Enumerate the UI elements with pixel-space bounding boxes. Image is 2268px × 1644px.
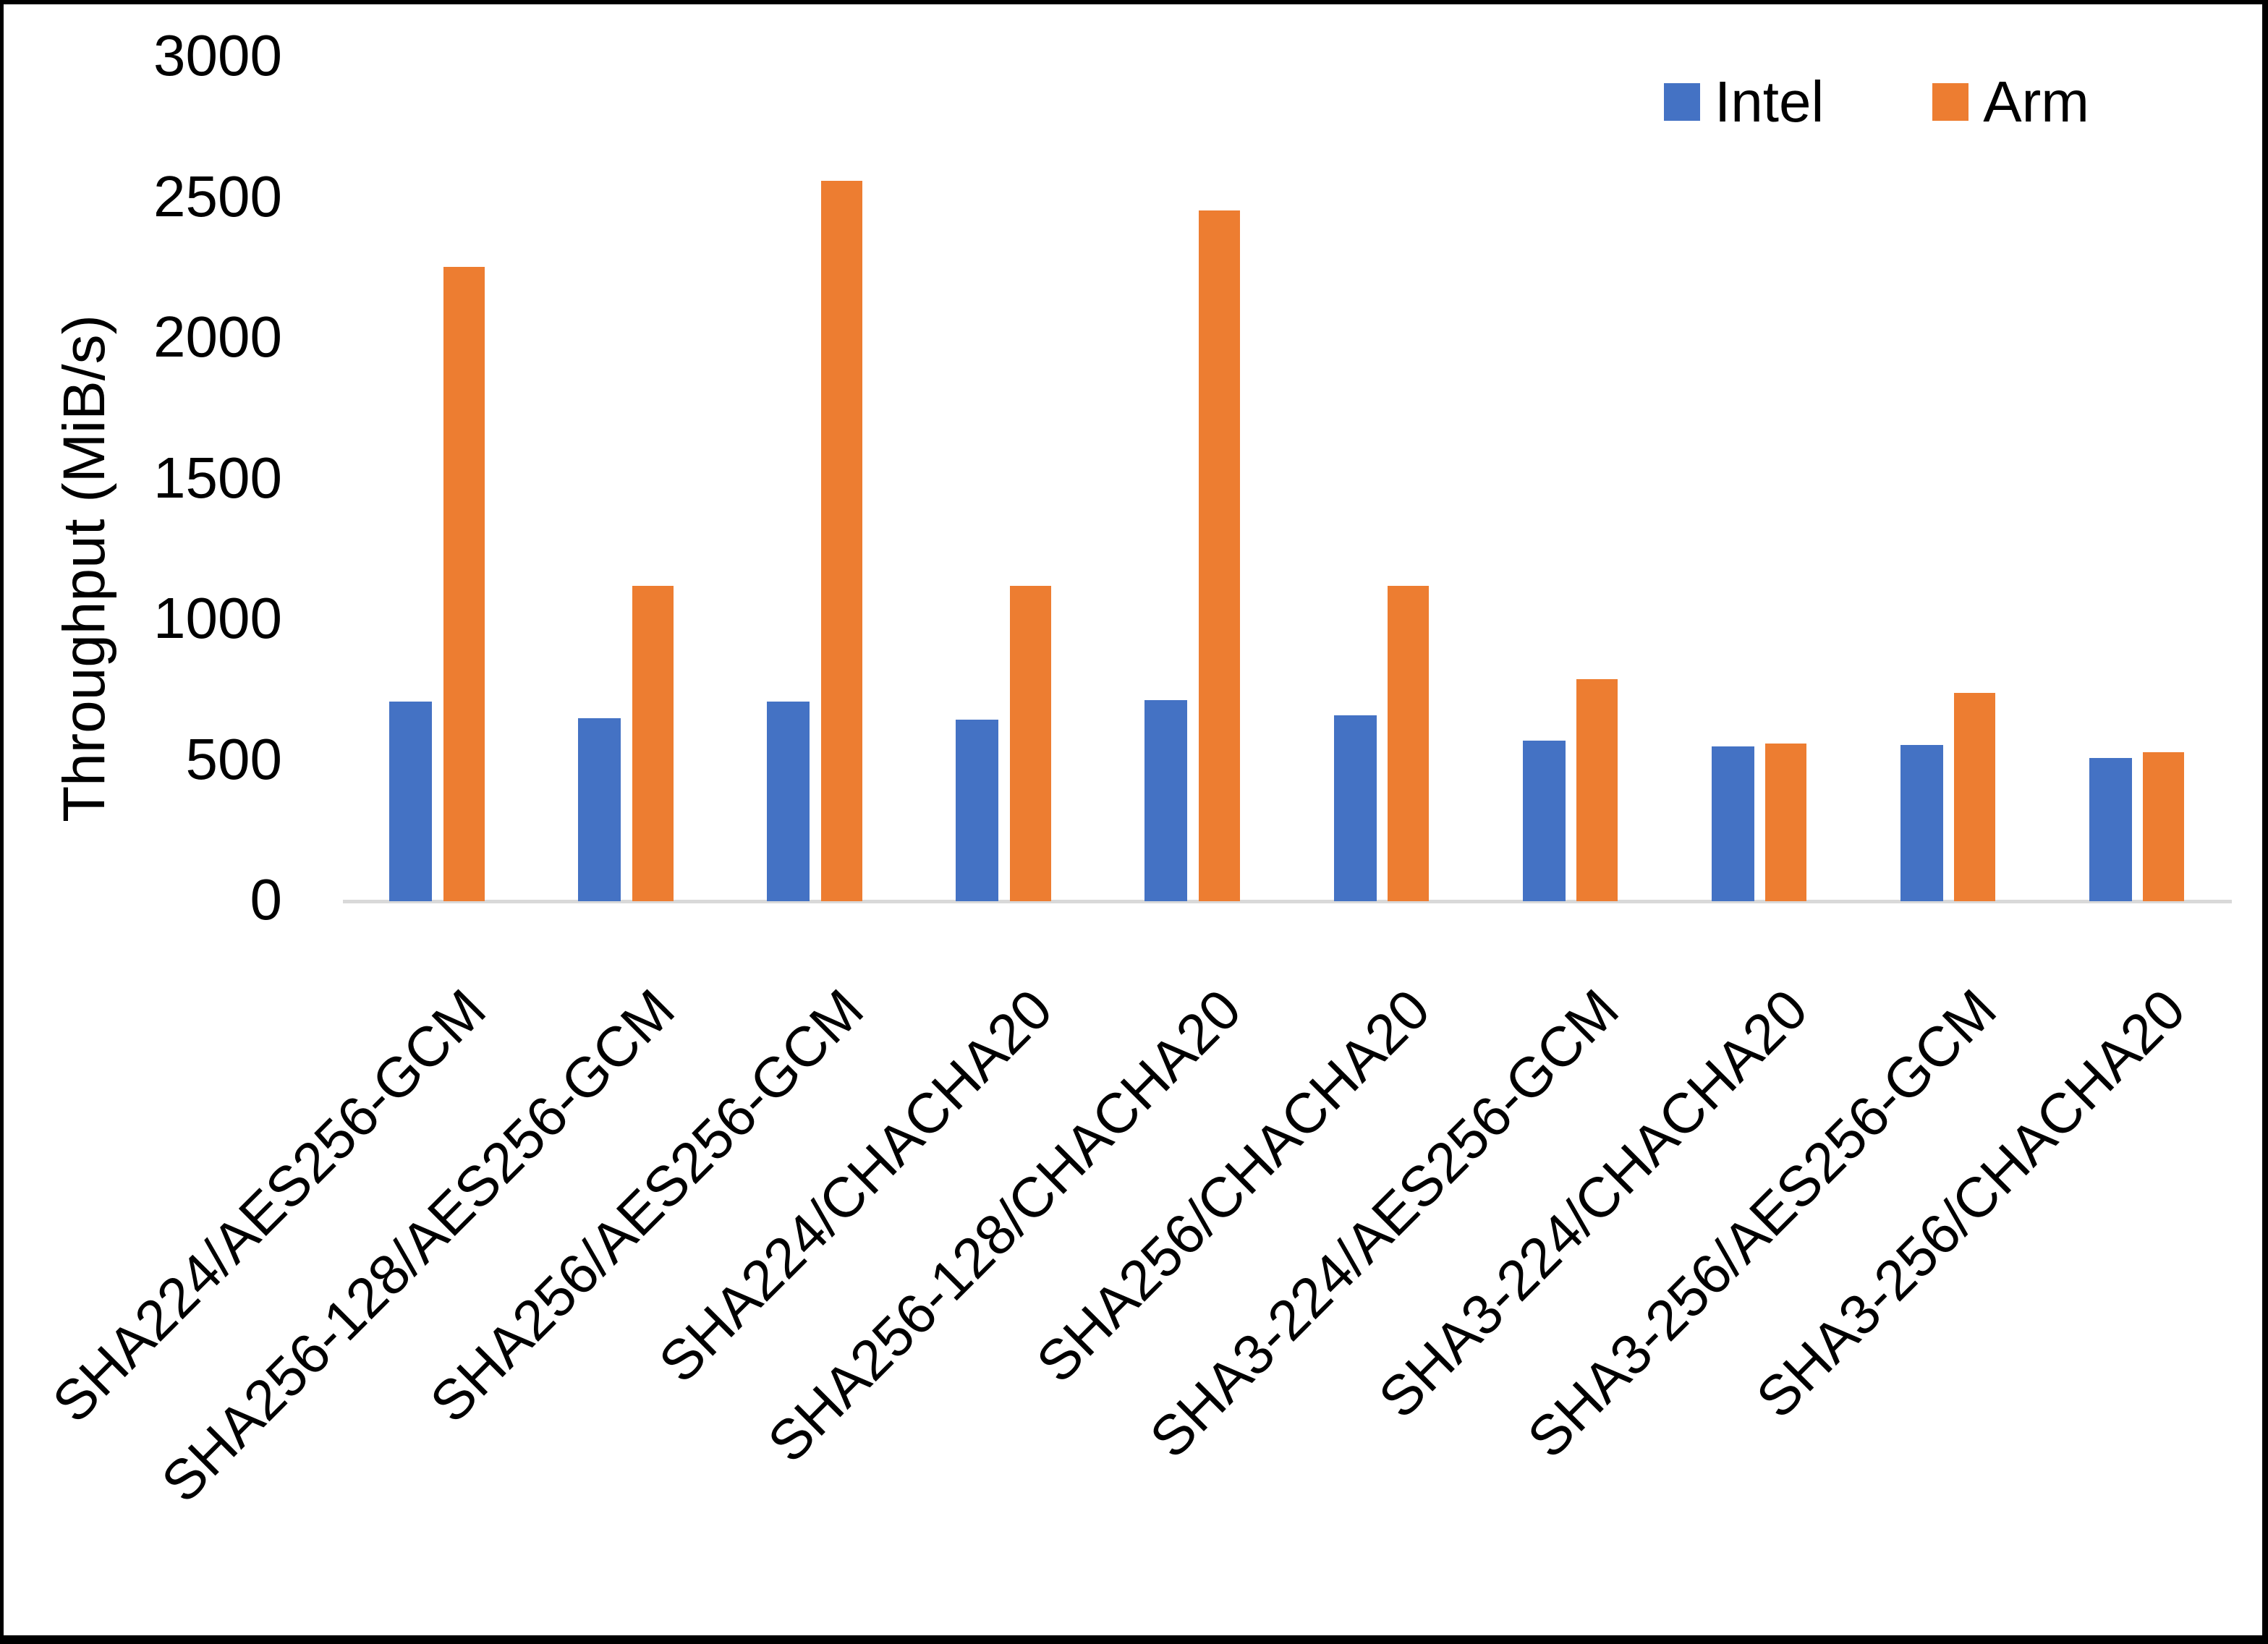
bar-intel-sha256/chacha20 — [1334, 715, 1377, 901]
bar-intel-sha224/chacha20 — [956, 720, 998, 901]
legend-swatch-arm — [1932, 83, 1969, 121]
x-axis-label: SHA224/AES256-GCM — [40, 976, 498, 1435]
legend-item-intel: Intel — [1664, 73, 1824, 131]
legend-label-intel: Intel — [1715, 69, 1825, 134]
bar-intel-sha256-128/chacha20 — [1144, 700, 1187, 901]
bar-arm-sha3-224/chacha20 — [1765, 744, 1806, 901]
bar-arm-sha256-128/chacha20 — [1199, 210, 1240, 901]
bar-arm-sha256-128/aes256-gcm — [632, 586, 674, 901]
y-axis-tick-label: 500 — [185, 726, 282, 791]
bar-arm-sha224/chacha20 — [1010, 586, 1051, 901]
bar-intel-sha224/aes256-gcm — [389, 702, 432, 901]
bar-intel-sha3-224/aes256-gcm — [1523, 741, 1566, 901]
y-axis-tick-label: 1500 — [153, 445, 282, 510]
y-axis-tick-label: 2000 — [153, 304, 282, 369]
bar-intel-sha256/aes256-gcm — [767, 702, 810, 901]
y-axis-tick-label: 0 — [250, 867, 283, 932]
y-axis-tick-label: 1000 — [153, 586, 282, 650]
x-axis-line — [343, 900, 2232, 903]
legend-swatch-intel — [1664, 83, 1700, 121]
bar-arm-sha224/aes256-gcm — [443, 267, 485, 901]
bar-intel-sha256-128/aes256-gcm — [578, 718, 621, 901]
legend-item-arm: Arm — [1932, 73, 2089, 131]
bar-arm-sha3-256/aes256-gcm — [1954, 693, 1995, 901]
legend: Intel Arm — [1664, 73, 2089, 131]
bar-arm-sha3-256/chacha20 — [2143, 752, 2184, 901]
y-axis-tick-label: 3000 — [153, 23, 282, 88]
y-axis-tick-label: 2500 — [153, 163, 282, 229]
bar-intel-sha3-224/chacha20 — [1712, 746, 1754, 901]
legend-label-arm: Arm — [1983, 69, 2089, 134]
bar-intel-sha3-256/aes256-gcm — [1900, 745, 1943, 901]
bar-arm-sha3-224/aes256-gcm — [1576, 679, 1618, 901]
bar-arm-sha256/chacha20 — [1388, 586, 1429, 901]
bar-intel-sha3-256/chacha20 — [2089, 758, 2132, 901]
bar-arm-sha256/aes256-gcm — [821, 181, 862, 901]
